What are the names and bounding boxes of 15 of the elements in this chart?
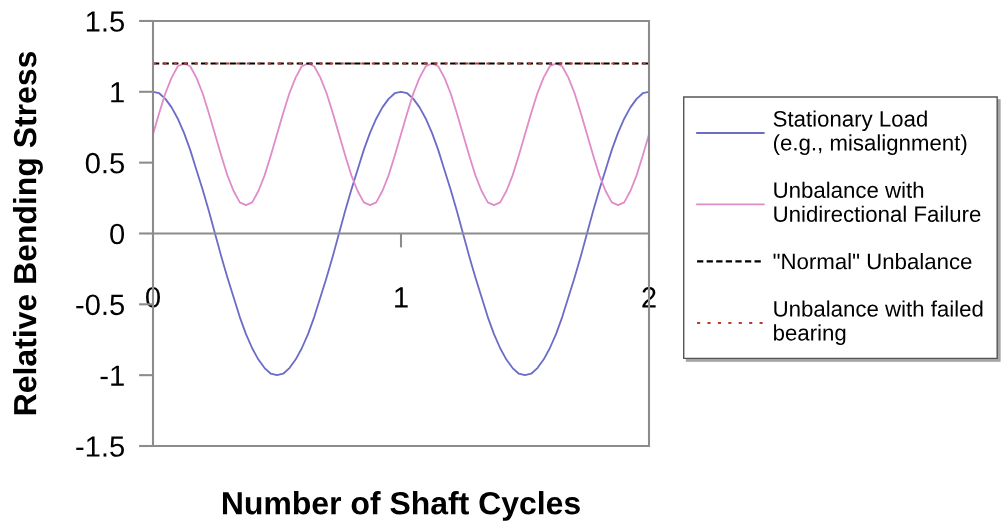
y-tick-label: 1 [111, 82, 124, 103]
legend-label: Unbalance with Unidirectional Failure [774, 181, 981, 222]
y-tick-label: 0.5 [85, 152, 124, 174]
y-tick-label: -1.5 [76, 436, 124, 457]
legend-label: Unbalance with failed bearing [774, 300, 983, 346]
legend-label: "Normal" Unbalance [773, 253, 972, 270]
y-tick-label: -1 [100, 365, 124, 386]
x-tick-label: 1 [395, 287, 408, 308]
y-tick-label: -0.5 [76, 294, 124, 316]
x-axis-title: Number of Shaft Cycles [222, 491, 580, 521]
line-series [153, 62, 649, 207]
y-axis-title: Relative Bending Stress [12, 51, 43, 415]
legend-label: Stationary Load (e.g., misalignment) [773, 110, 967, 156]
y-tick-label: 1.5 [86, 11, 124, 32]
y-tick-label: 0 [110, 223, 125, 245]
